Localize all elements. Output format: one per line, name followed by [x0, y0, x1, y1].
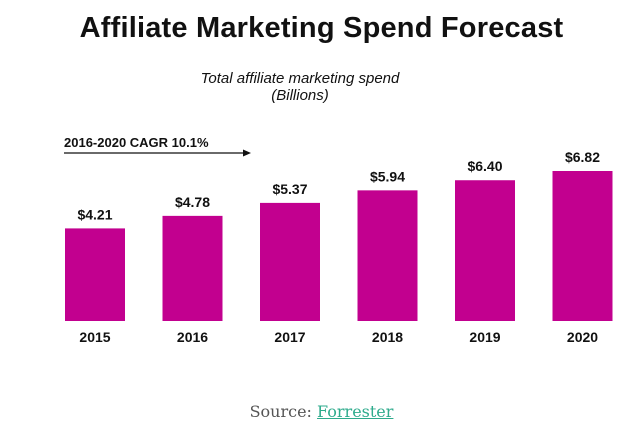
source-line: Source: Forrester [0, 402, 643, 421]
chart-title: Affiliate Marketing Spend Forecast [79, 12, 564, 44]
chart-subtitle: Total affiliate marketing spend (Billion… [150, 70, 450, 104]
data-label-2015: $4.21 [77, 206, 112, 222]
bar-2016 [162, 215, 223, 321]
bar-2015 [65, 228, 125, 321]
bar-2017 [260, 202, 320, 321]
x-tick-2017: 2017 [274, 329, 305, 345]
data-label-2019: $6.40 [467, 158, 502, 174]
cagr-arrow-head [243, 149, 251, 157]
bar-group: $4.21 2015 $4.78 2016 $5.37 2017 $5.94 2018 $6.4… [65, 149, 613, 345]
bar-chart: 2016-2020 CAGR 10.1% $4.212015$4.782016$… [64, 135, 613, 345]
source-link[interactable]: Forrester [317, 402, 394, 421]
cagr-label: 2016-2020 CAGR 10.1% [64, 135, 209, 150]
subtitle-line-2: (Billions) [271, 87, 329, 104]
data-label-2020: $6.82 [565, 149, 600, 165]
data-label-2016: $4.78 [175, 194, 210, 210]
bar-2020 [552, 171, 613, 321]
x-tick-2018: 2018 [372, 329, 403, 345]
bar-2019 [455, 180, 515, 321]
data-label-2018: $5.94 [370, 168, 405, 184]
cagr-annotation: 2016-2020 CAGR 10.1% [64, 135, 251, 157]
source-prefix: Source: [249, 402, 312, 421]
x-tick-2019: 2019 [469, 329, 500, 345]
data-label-2017: $5.37 [272, 181, 307, 197]
subtitle-line-1: Total affiliate marketing spend [200, 70, 400, 87]
bar-2018 [357, 190, 418, 321]
x-tick-2015: 2015 [79, 329, 110, 345]
x-tick-2020: 2020 [567, 329, 598, 345]
x-tick-2016: 2016 [177, 329, 208, 345]
